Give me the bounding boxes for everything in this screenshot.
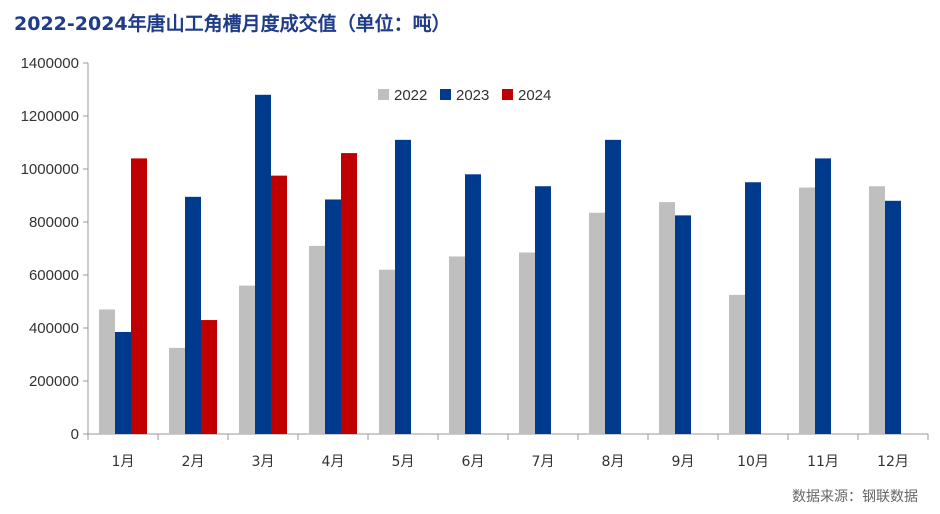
chart-title: 2022-2024年唐山工角槽月度成交值（单位：吨） [14, 13, 451, 35]
data-source-note: 数据来源：钢联数据 [792, 489, 918, 505]
x-axis-ticks: 1月 2月 3月 4月 5月 6月 7月 8月 9月 10月 11月 12月 [87, 434, 929, 470]
legend-label-2022: 2022 [394, 87, 427, 104]
bar-2023-11 [815, 158, 831, 434]
bar-2022-5 [379, 269, 395, 434]
x-tick-label: 5月 [392, 454, 415, 470]
legend-swatch-2024 [502, 89, 513, 100]
bar-2023-12 [885, 200, 901, 434]
bar-2022-3 [239, 285, 255, 434]
y-tick-label: 600000 [29, 267, 79, 284]
bar-2023-3 [255, 94, 271, 435]
legend-label-2024: 2024 [518, 87, 551, 104]
bar-2024-2 [201, 320, 217, 434]
bar-2022-7 [519, 252, 535, 434]
bar-2022-6 [449, 256, 465, 434]
legend-swatch-2022 [378, 89, 389, 100]
x-tick-label: 10月 [737, 454, 769, 470]
bar-2023-5 [395, 139, 411, 434]
bar-2024-4 [341, 153, 357, 434]
bar-2023-6 [465, 174, 481, 435]
y-tick-label: 400000 [29, 320, 79, 337]
x-tick-label: 8月 [602, 454, 625, 470]
bar-2023-1 [115, 331, 131, 434]
legend-label-2023: 2023 [456, 87, 489, 104]
bar-2023-4 [325, 199, 341, 434]
y-tick-label: 0 [71, 426, 79, 443]
x-tick-label: 12月 [877, 454, 909, 470]
bar-2022-9 [659, 202, 675, 434]
legend-swatch-2023 [440, 89, 451, 100]
bar-2024-1 [131, 158, 147, 434]
y-tick-label: 200000 [29, 373, 79, 390]
bar-2022-12 [869, 186, 885, 434]
x-tick-label: 7月 [532, 454, 555, 470]
x-tick-label: 4月 [322, 454, 345, 470]
bar-2023-9 [675, 215, 691, 434]
bar-2023-2 [185, 196, 201, 434]
x-tick-label: 9月 [672, 454, 695, 470]
y-axis-ticks: 0 200000 400000 600000 800000 1000000 1200000 1… [21, 55, 88, 443]
bar-2024-3 [271, 175, 287, 434]
bar-2022-4 [309, 245, 325, 434]
bar-2022-2 [169, 347, 185, 434]
y-tick-label: 1200000 [21, 108, 79, 125]
x-tick-label: 6月 [462, 454, 485, 470]
bar-2022-11 [799, 187, 815, 434]
x-tick-label: 1月 [112, 454, 135, 470]
bar-2023-10 [745, 182, 761, 434]
y-tick-label: 1000000 [21, 161, 79, 178]
y-tick-label: 800000 [29, 214, 79, 231]
bar-2022-8 [589, 212, 605, 434]
x-tick-label: 3月 [252, 454, 275, 470]
bar-2022-10 [729, 294, 745, 434]
y-tick-label: 1400000 [21, 55, 79, 72]
chart-legend: 2022 2023 2024 [378, 87, 551, 104]
bar-2023-8 [605, 139, 621, 434]
chart-bars [99, 94, 901, 435]
bar-2023-7 [535, 186, 551, 434]
x-tick-label: 2月 [182, 454, 205, 470]
x-tick-label: 11月 [807, 454, 839, 470]
bar-2022-1 [99, 309, 115, 434]
